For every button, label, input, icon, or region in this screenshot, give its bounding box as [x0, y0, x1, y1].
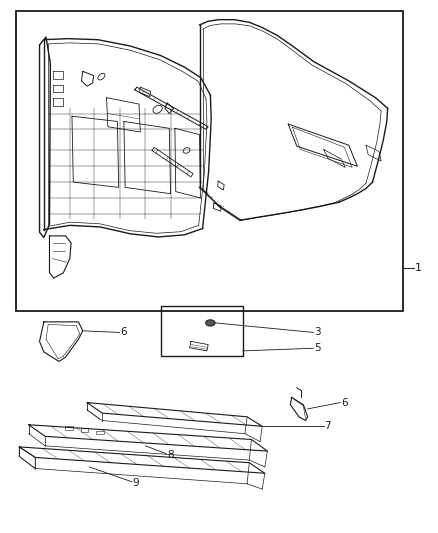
Bar: [81, 429, 88, 432]
Ellipse shape: [183, 148, 190, 153]
Text: 1: 1: [414, 263, 421, 273]
Text: 3: 3: [314, 327, 321, 337]
Ellipse shape: [205, 320, 215, 326]
Text: 6: 6: [120, 327, 127, 337]
Ellipse shape: [153, 106, 162, 114]
Text: 9: 9: [133, 478, 139, 488]
Ellipse shape: [98, 74, 105, 80]
Bar: [161, 306, 243, 356]
Bar: [96, 431, 103, 434]
Bar: [66, 426, 73, 430]
Text: 8: 8: [167, 450, 174, 460]
Bar: [16, 11, 403, 311]
Text: 6: 6: [341, 398, 348, 408]
Text: 5: 5: [314, 343, 321, 353]
Text: 7: 7: [325, 421, 331, 431]
